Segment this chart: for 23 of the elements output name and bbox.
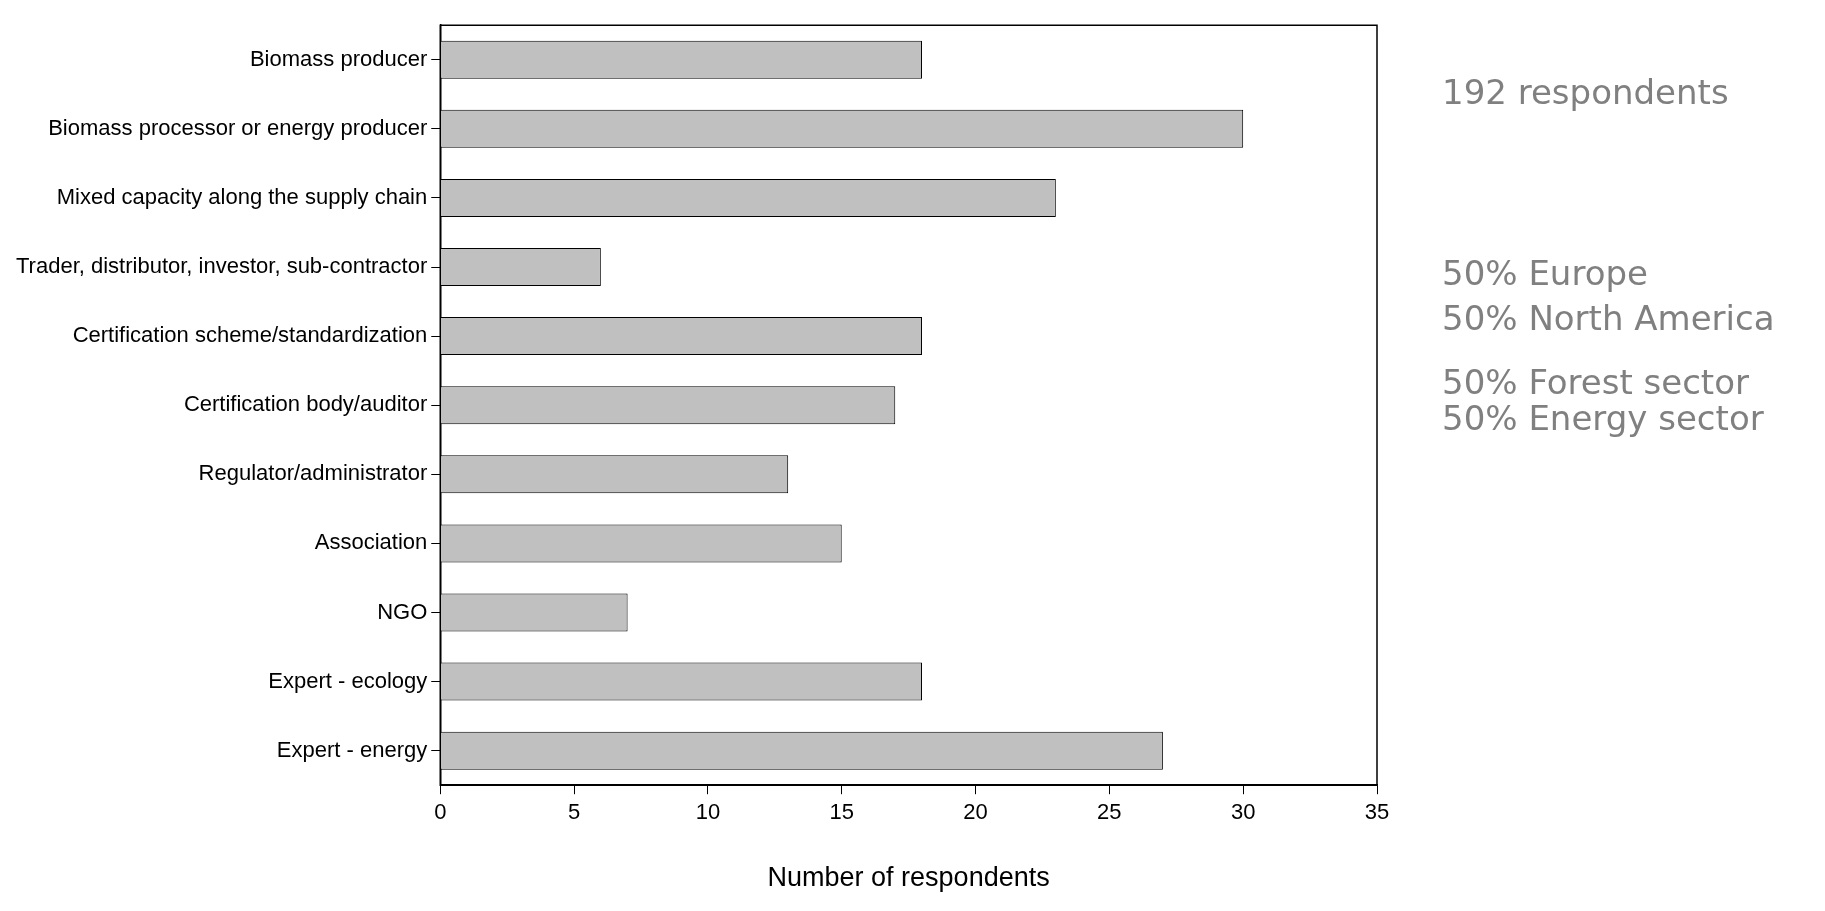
text: 50% North America	[1442, 297, 1775, 338]
x-tick-label: 35	[1364, 799, 1390, 825]
x-tick-label: 30	[1230, 799, 1256, 825]
y-tick-label: Expert - energy	[276, 736, 428, 762]
x-axis-title: Number of respondents	[767, 862, 1050, 893]
y-tick-label: Association	[314, 529, 428, 555]
y-tick-label: Biomass processor or energy producer	[48, 114, 428, 140]
y-tick-label: Trader, distributor, investor, sub-contractor	[15, 253, 428, 279]
y-tick-label: Regulator/administrator	[198, 460, 428, 486]
x-tick-label: 0	[434, 799, 447, 825]
x-tick-label: 10	[695, 799, 721, 825]
x-tick-label: 20	[963, 799, 988, 825]
x-tick-label: 25	[1097, 799, 1122, 825]
y-tick-label: Expert - ecology	[268, 667, 428, 693]
y-tick-label: Certification scheme/standardization	[72, 322, 428, 348]
y-tick-label: Certification body/auditor	[183, 391, 428, 417]
x-tick-label: 5	[567, 799, 581, 825]
y-tick-label: NGO	[377, 598, 428, 624]
text: 192 respondents	[1442, 71, 1729, 112]
y-tick-label: Mixed capacity along the supply chain	[56, 183, 428, 209]
x-tick-label: 15	[829, 799, 854, 825]
y-tick-label: Biomass producer	[249, 45, 428, 71]
text: 50% Europe	[1442, 252, 1648, 293]
